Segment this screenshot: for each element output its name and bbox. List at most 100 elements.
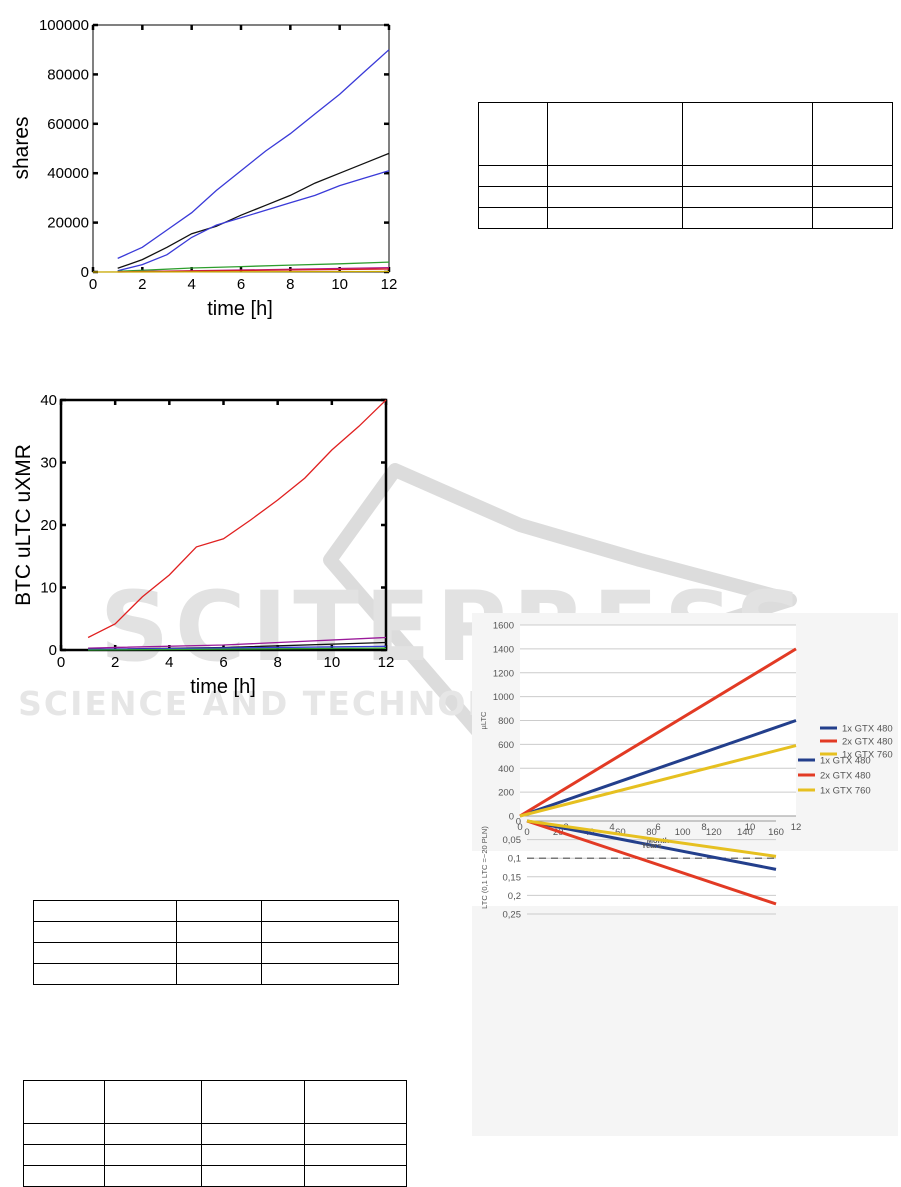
series-line-2	[526, 819, 777, 906]
series-line-3	[117, 170, 390, 272]
series-line-1	[117, 49, 390, 259]
x-tick-label: 0	[517, 822, 522, 833]
x-axis-label: Years	[641, 841, 661, 850]
y-tick-label: 20000	[47, 215, 89, 232]
x-tick-label: 12	[791, 822, 802, 833]
legend-label: 1x GTX 480	[842, 724, 893, 735]
y-tick-label: 30	[40, 455, 57, 472]
series-line-3	[526, 819, 777, 858]
y-axis-label: BTC uLTC uXMR	[12, 444, 35, 606]
x-tick-label: 2	[138, 276, 146, 293]
x-tick-label: 12	[378, 654, 395, 671]
series-line-1	[87, 399, 387, 639]
table-row	[23, 1123, 407, 1145]
x-tick-label: 0	[57, 654, 65, 671]
series-line-3	[519, 744, 797, 818]
y-tick-label: 10	[40, 580, 57, 597]
btc-chart: 0 2 4 6 8 10 12 0 10 20 30 40 time [h] BTC uLTC uXMR	[12, 392, 395, 698]
x-tick-label: 4	[609, 822, 614, 833]
table-row	[33, 942, 399, 964]
x-tick-label: 140	[737, 827, 753, 838]
x-tick-label: 10	[745, 822, 756, 833]
x-tick-label: 6	[655, 822, 660, 833]
shares-chart: 0 2 4 6 8 10 12 0 20000 40000 60000 80000 100000 time…	[10, 17, 398, 320]
legend-label: 2x GTX 480	[842, 737, 893, 748]
series-line-5	[88, 647, 387, 651]
x-tick-label: 6	[219, 654, 227, 671]
table-row	[478, 207, 893, 229]
y-tick-label: 800	[498, 716, 514, 727]
y-tick-label: 200	[498, 788, 514, 799]
y-tick-label: 40000	[47, 165, 89, 182]
table-row	[23, 1144, 407, 1166]
x-tick-label: 4	[165, 654, 173, 671]
y-tick-label: 100000	[39, 17, 89, 34]
x-tick-label: 0	[524, 827, 529, 838]
x-tick-label: 60	[615, 827, 626, 838]
y-tick-label: 1600	[493, 621, 514, 632]
table-row	[33, 900, 399, 922]
series-line-4	[88, 645, 387, 651]
y-tick-label: 0	[509, 812, 514, 823]
y-tick-label: 40	[40, 392, 57, 409]
table-left-middle	[33, 900, 399, 985]
table-right-top	[478, 102, 893, 229]
table-row	[478, 102, 893, 166]
y-tick-label: 0,05	[503, 835, 522, 846]
y-tick-label: 1000	[493, 692, 514, 703]
x-tick-label: 6	[237, 276, 245, 293]
y-tick-label: 0,2	[508, 891, 521, 902]
legend-label: 1x GTX 480	[820, 756, 871, 767]
y-tick-label: 1200	[493, 668, 514, 679]
series-line-2	[519, 647, 797, 818]
x-tick-label: 10	[323, 654, 340, 671]
y-tick-label: 0	[81, 264, 89, 281]
x-tick-label: 8	[701, 822, 706, 833]
x-tick-label: 80	[646, 827, 657, 838]
ltc-years-chart: 00,050,10,150,20,25020406080100120140160…	[472, 755, 898, 1136]
table-row	[23, 1080, 407, 1124]
y-tick-label: 80000	[47, 66, 89, 83]
chart-panel	[472, 906, 898, 1136]
y-tick-label: 0,15	[503, 872, 522, 883]
x-tick-label: 2	[111, 654, 119, 671]
legend-label: 2x GTX 480	[820, 771, 871, 782]
x-tick-label: 4	[187, 276, 195, 293]
x-tick-label: 160	[768, 827, 784, 838]
x-axis-label: time [h]	[190, 676, 256, 698]
x-tick-label: 100	[675, 827, 691, 838]
series-line-1	[526, 819, 777, 871]
x-tick-label: 8	[273, 654, 281, 671]
y-tick-label: 400	[498, 764, 514, 775]
table-row	[33, 963, 399, 985]
series-line-7	[92, 270, 390, 273]
series-line-2	[88, 636, 387, 649]
x-tick-label: 0	[89, 276, 97, 293]
legend-label: 1x GTX 760	[842, 750, 893, 761]
table-left-bottom	[23, 1080, 407, 1187]
y-tick-label: 1400	[493, 644, 514, 655]
y-tick-label: 0	[49, 642, 57, 659]
table-row	[478, 165, 893, 187]
table-row	[33, 921, 399, 943]
y-tick-label: 60000	[47, 116, 89, 133]
series-line-1	[519, 719, 797, 818]
x-tick-label: 8	[286, 276, 294, 293]
y-axis-label: µLTC	[479, 711, 488, 730]
table-row	[23, 1165, 407, 1187]
y-tick-label: 0	[516, 817, 521, 828]
x-axis-label: time [h]	[207, 298, 273, 320]
y-tick-label: 0,25	[503, 910, 522, 921]
ultc-month-chart: 020040060080010001200140016000246810121x…	[479, 620, 893, 845]
series-line-4	[117, 261, 390, 272]
y-tick-label: 0,1	[508, 854, 521, 865]
x-tick-label: 10	[331, 276, 348, 293]
x-tick-label: 12	[381, 276, 398, 293]
y-tick-label: 20	[40, 517, 57, 534]
x-tick-label: 120	[706, 827, 722, 838]
y-axis-label: shares	[10, 116, 33, 179]
table-row	[478, 186, 893, 208]
y-tick-label: 600	[498, 740, 514, 751]
legend-label: 1x GTX 760	[820, 786, 871, 797]
y-axis-label: LTC (0,1 LTC =~20 PLN)	[480, 826, 489, 909]
